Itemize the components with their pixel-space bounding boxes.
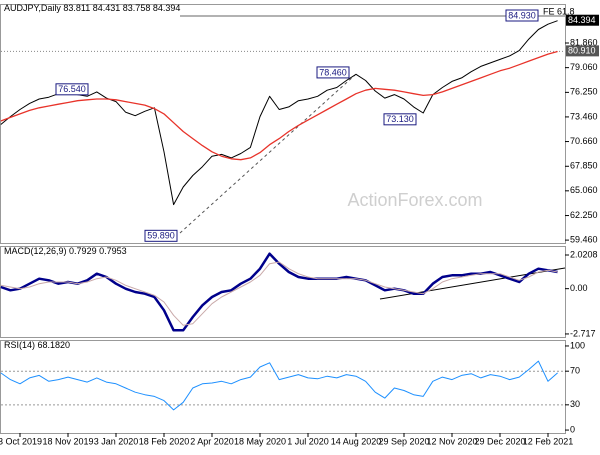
x-tick-label: 18 May 2020 — [234, 436, 286, 446]
annotation-box — [144, 229, 178, 242]
y-tick-label: 62.250 — [570, 210, 598, 220]
low: 83.758 — [123, 3, 151, 13]
x-tick-label: 12 Nov 2020 — [426, 436, 477, 446]
y-tick-label: 73.460 — [570, 111, 598, 121]
annotation-box — [55, 83, 89, 96]
y-tick-label: 70.660 — [570, 136, 598, 146]
indicator-name: RSI(14) — [4, 340, 35, 350]
series-line — [0, 20, 558, 206]
rsi-header: RSI(14) 68.1820 — [4, 340, 70, 350]
high: 84.431 — [93, 3, 121, 13]
y-tick-label: 65.060 — [570, 185, 598, 195]
watermark: ActionForex.com — [347, 190, 482, 210]
y-tick-label: 30 — [570, 399, 580, 409]
trendline — [179, 74, 356, 234]
annotation-label: 78.460 — [319, 67, 347, 77]
x-tick-label: 14 Aug 2020 — [331, 436, 382, 446]
annotation-box — [316, 66, 350, 79]
y-tick-label: 100 — [570, 340, 585, 350]
macd-header: MACD(12,26,9) 0.7929 0.7953 — [4, 246, 127, 256]
y-tick-label: 81.860 — [570, 37, 598, 47]
y-tick-label: 0 — [570, 424, 575, 434]
x-tick-label: 18 Feb 2020 — [139, 436, 190, 446]
y-tick-label: 0.00 — [570, 283, 588, 293]
y-tick-label: 76.250 — [570, 87, 598, 97]
series-line — [0, 261, 558, 326]
y-tick-label: -2.717 — [570, 328, 596, 338]
x-tick-label: 3 Oct 2019 — [0, 436, 42, 446]
signal-value: 0.7953 — [99, 246, 127, 256]
main-pane — [0, 4, 566, 244]
macd-pane — [0, 246, 566, 338]
x-tick-label: 12 Feb 2021 — [523, 436, 574, 446]
series-line — [0, 360, 558, 411]
y-tick-label: 79.060 — [570, 62, 598, 72]
symbol: AUDJPY,Daily — [4, 3, 61, 13]
annotation-label: 59.890 — [147, 231, 175, 241]
annotation-box — [505, 9, 539, 22]
annotation-box — [383, 113, 417, 126]
annotation-label: 73.130 — [386, 114, 414, 124]
rsi-pane — [0, 340, 566, 434]
series-line — [0, 50, 558, 161]
macd-value: 0.7929 — [69, 246, 97, 256]
y-tick-label: 70 — [570, 366, 580, 376]
x-tick-label: 29 Sep 2020 — [378, 436, 429, 446]
series-line — [0, 252, 558, 332]
x-tick-label: 2 Apr 2020 — [190, 436, 234, 446]
rsi-value: 68.1820 — [38, 340, 71, 350]
ma-level-label: 80.910 — [568, 46, 596, 56]
open: 83.811 — [63, 3, 90, 13]
y-tick-label: 67.850 — [570, 161, 598, 171]
x-tick-label: 3 Jan 2020 — [94, 436, 139, 446]
x-tick-label: 18 Nov 2019 — [42, 436, 93, 446]
y-tick-label: 59.460 — [570, 234, 598, 244]
y-tick-label: 2.0208 — [570, 249, 598, 259]
last-price-label: 84.394 — [568, 15, 596, 25]
fe-label: FE 61.8 — [543, 6, 575, 16]
indicator-name: MACD(12,26,9) — [4, 246, 67, 256]
annotation-label: 76.540 — [58, 84, 86, 94]
close: 84.394 — [153, 3, 181, 13]
last-price-box — [566, 14, 599, 26]
annotation-label: 84.930 — [508, 10, 536, 20]
x-tick-label: 1 Jul 2020 — [287, 436, 329, 446]
main-header: AUDJPY,Daily 83.811 84.431 83.758 84.394 — [4, 3, 180, 13]
x-tick-label: 29 Dec 2020 — [474, 436, 525, 446]
ma-level-box — [566, 45, 599, 57]
